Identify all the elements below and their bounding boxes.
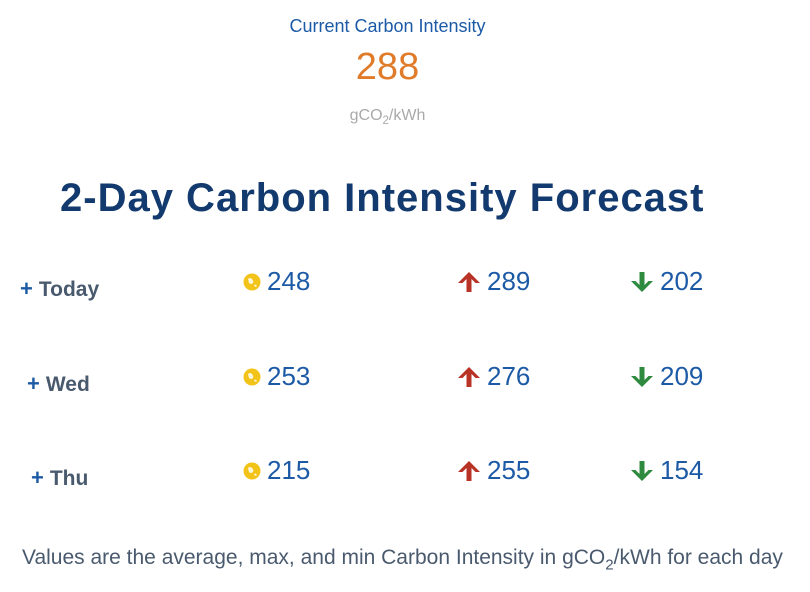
forecast-footnote: Values are the average, max, and min Car… (22, 546, 783, 574)
max-value-thu: 255 (457, 455, 530, 486)
day-toggle-thu[interactable]: + Thu (31, 465, 88, 491)
min-value-today: 202 (630, 266, 703, 297)
arrow-up-icon (458, 366, 480, 387)
max-value: 289 (487, 266, 531, 296)
max-value-today: 289 (457, 266, 530, 297)
unit-suffix: /kWh (388, 107, 426, 124)
forecast-row-thu: + Thu 215 255 154 (0, 455, 810, 505)
current-intensity-value: 288 (355, 46, 420, 88)
min-value: 154 (660, 455, 704, 485)
max-value: 276 (487, 361, 531, 391)
day-label: Today (38, 278, 100, 301)
current-intensity-label: Current Carbon Intensity (289, 16, 486, 36)
avg-value: 248 (267, 266, 311, 296)
globe-icon (243, 273, 261, 290)
day-toggle-wed[interactable]: + Wed (27, 371, 90, 397)
avg-value: 215 (267, 455, 311, 485)
arrow-up-icon (458, 460, 480, 481)
arrow-down-icon (631, 460, 653, 481)
min-value-thu: 154 (630, 455, 703, 486)
globe-icon (243, 368, 261, 385)
day-label: Thu (49, 467, 89, 490)
min-value-wed: 209 (630, 361, 703, 392)
footnote-subscript: 2 (605, 556, 614, 574)
min-value: 209 (660, 361, 704, 391)
unit-subscript: 2 (382, 115, 389, 128)
globe-icon (243, 462, 261, 479)
footnote-suffix: /kWh for each day (613, 546, 783, 569)
expand-plus-icon: + (31, 465, 44, 490)
arrow-down-icon (631, 366, 653, 387)
day-toggle-today[interactable]: + Today (20, 276, 99, 302)
expand-plus-icon: + (20, 276, 33, 301)
expand-plus-icon: + (27, 371, 40, 396)
day-label: Wed (45, 373, 90, 396)
avg-value-wed: 253 (243, 361, 310, 392)
avg-value-thu: 215 (243, 455, 310, 486)
footnote-prefix: Values are the average, max, and min Car… (22, 546, 606, 569)
arrow-up-icon (458, 271, 480, 292)
unit-prefix: gCO (349, 107, 383, 124)
current-intensity-unit: gCO2/kWh (0, 107, 775, 128)
max-value-wed: 276 (457, 361, 530, 392)
avg-value-today: 248 (243, 266, 310, 297)
forecast-row-wed: + Wed 253 276 209 (0, 361, 810, 411)
min-value: 202 (660, 266, 704, 296)
forecast-title: 2-Day Carbon Intensity Forecast (60, 176, 705, 220)
max-value: 255 (487, 455, 531, 485)
forecast-row-today: + Today 248 289 202 (0, 266, 810, 316)
arrow-down-icon (631, 271, 653, 292)
avg-value: 253 (267, 361, 311, 391)
